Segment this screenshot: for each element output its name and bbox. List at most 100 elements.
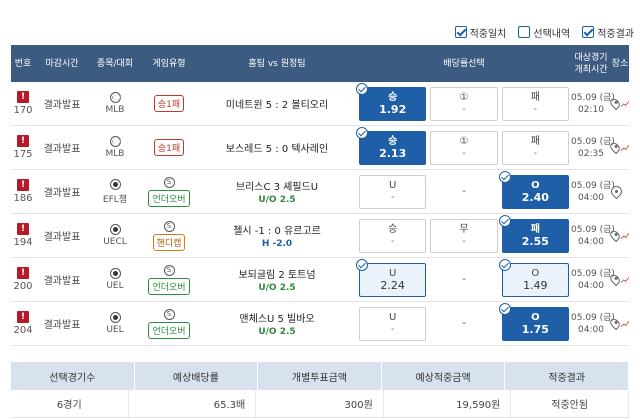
trend-chart-icon[interactable] bbox=[621, 275, 629, 285]
match-teams: 브리스C 3 셰필드U bbox=[235, 182, 319, 193]
summary-count: 6경기 bbox=[11, 390, 129, 417]
cell-odds: U - - O 1.75 bbox=[357, 302, 571, 341]
odds-button[interactable]: U- bbox=[359, 306, 427, 341]
trend-chart-icon[interactable] bbox=[621, 319, 629, 329]
odds-label: 패 bbox=[530, 135, 540, 147]
location-pin-icon[interactable] bbox=[608, 272, 622, 287]
match-time: 02:10 bbox=[578, 104, 604, 115]
cell-league: UEL bbox=[89, 268, 141, 291]
cell-league: MLB bbox=[89, 92, 141, 115]
odds-button[interactable]: O 1.49 bbox=[498, 258, 569, 297]
odds-button[interactable]: O 2.40 bbox=[498, 170, 569, 209]
league-name: UECL bbox=[103, 237, 127, 247]
odds-label: ① bbox=[459, 135, 469, 147]
summary-values: 6경기 65.3배 300원 19,590원 적중안됨 bbox=[11, 390, 629, 418]
checkbox-icon[interactable] bbox=[518, 26, 531, 38]
trend-chart-icon[interactable] bbox=[621, 231, 629, 241]
checkbox-icon[interactable] bbox=[454, 26, 467, 38]
cell-league: MLB bbox=[89, 136, 141, 159]
game-number: 175 bbox=[13, 149, 33, 160]
filter-selection[interactable]: 선택내역 bbox=[518, 25, 570, 40]
league-wrap: MLB bbox=[89, 136, 141, 159]
summary-header: 선택경기수 예상배당률 개별투표금액 예상적중금액 적중결과 bbox=[11, 362, 629, 390]
summary-header-count: 선택경기수 bbox=[11, 362, 135, 390]
filter-match[interactable]: 적중일치 bbox=[454, 25, 507, 40]
match-date: 05.09 (금) bbox=[571, 136, 615, 147]
odds-button[interactable]: 승- bbox=[359, 218, 427, 253]
odds-button[interactable]: 패- bbox=[501, 130, 569, 165]
location-pin-icon[interactable] bbox=[608, 228, 622, 243]
filter-label: 선택내역 bbox=[533, 28, 571, 40]
close-status: 결과발표 bbox=[43, 320, 81, 331]
location-pin-icon[interactable] bbox=[608, 183, 625, 200]
table-row: ! 186 결과발표 EFL챔 S 언더오버 브리스C 3 셰필드U U/O 2.5 U - - O 2… bbox=[11, 170, 629, 214]
odds-label: 패 bbox=[530, 223, 540, 235]
odds-label: 무 bbox=[459, 223, 469, 235]
checkbox-icon[interactable] bbox=[582, 26, 595, 38]
odds-label: O bbox=[531, 267, 540, 279]
odds-label: U bbox=[389, 267, 397, 279]
odds-button[interactable]: U- bbox=[359, 174, 427, 209]
alert-icon: ! bbox=[17, 223, 29, 235]
baseball-icon bbox=[109, 136, 121, 147]
cell-close: 결과발표 bbox=[35, 228, 89, 243]
cell-type: S 언더오버 bbox=[141, 264, 197, 295]
check-icon bbox=[356, 82, 368, 95]
filter-label: 적중결과 bbox=[597, 28, 634, 40]
cell-close: 결과발표 bbox=[35, 140, 89, 155]
odds-button[interactable]: ①- bbox=[430, 130, 498, 165]
check-icon bbox=[498, 170, 511, 183]
odds-button[interactable]: ①- bbox=[430, 86, 498, 121]
match-teams: 보되글림 2 토트넘 bbox=[238, 270, 316, 281]
odds-value: - bbox=[533, 147, 538, 159]
type-wrap: S 언더오버 bbox=[141, 264, 197, 295]
match-date: 05.09 (금) bbox=[571, 92, 615, 103]
location-pin-icon[interactable] bbox=[608, 316, 622, 331]
odds-button[interactable]: 패 2.55 bbox=[498, 214, 569, 253]
filter-result[interactable]: 적중결과 bbox=[582, 25, 634, 40]
summary-result: 적중안됨 bbox=[511, 390, 629, 417]
cell-no: ! 175 bbox=[11, 135, 35, 160]
type-wrap: 승1패 bbox=[141, 95, 197, 112]
odds-button[interactable]: O 1.75 bbox=[498, 302, 569, 341]
cell-time: 05.09 (금) 04:00 bbox=[571, 268, 615, 292]
header-close: 마감시간 bbox=[45, 58, 79, 69]
odds-button[interactable]: 패- bbox=[501, 86, 569, 121]
summary-header-result: 적중결과 bbox=[505, 362, 629, 390]
soccer-ball-icon bbox=[109, 224, 121, 235]
match-time: 04:00 bbox=[578, 280, 604, 291]
summary-table: 선택경기수 예상배당률 개별투표금액 예상적중금액 적중결과 6경기 65.3배… bbox=[11, 362, 629, 418]
game-type-badge: 언더오버 bbox=[148, 277, 190, 295]
cell-no: ! 200 bbox=[11, 267, 35, 292]
baseball-icon bbox=[109, 92, 121, 103]
cell-match: 미네트윈 5 : 2 볼티오리 bbox=[197, 96, 357, 111]
location-pin-icon[interactable] bbox=[608, 140, 622, 155]
filter-bar: 적중일치 선택내역 적중결과 bbox=[454, 24, 634, 40]
match-teams: 맨체스U 5 빌바오 bbox=[239, 314, 315, 325]
odds-button[interactable]: 무- bbox=[430, 218, 498, 253]
league-wrap: EFL챔 bbox=[89, 178, 141, 205]
match-date: 05.09 (금) bbox=[571, 224, 615, 235]
game-number: 186 bbox=[13, 193, 33, 204]
location-pin-icon[interactable] bbox=[608, 96, 622, 111]
odds-button[interactable]: U 2.24 bbox=[356, 258, 427, 297]
match-teams: 보스레드 5 : 0 텍사레인 bbox=[225, 144, 329, 155]
odds-button[interactable]: 승 1.92 bbox=[356, 82, 427, 121]
game-type-badge: 언더오버 bbox=[148, 189, 190, 207]
type-wrap: S 언더오버 bbox=[141, 176, 197, 207]
match-time: 02:35 bbox=[578, 148, 604, 159]
odds-button[interactable]: 승 2.13 bbox=[356, 126, 427, 165]
alert-icon: ! bbox=[17, 179, 29, 191]
trend-chart-icon[interactable] bbox=[621, 143, 629, 153]
trend-chart-icon[interactable] bbox=[621, 99, 629, 109]
odds-label: 승 bbox=[388, 135, 398, 147]
cell-match: 보스레드 5 : 0 텍사레인 bbox=[197, 140, 357, 155]
filter-label: 적중일치 bbox=[469, 28, 507, 40]
no-wrap: ! 194 bbox=[11, 223, 35, 248]
match-time: 04:00 bbox=[578, 236, 604, 247]
cell-league: UECL bbox=[89, 224, 141, 247]
no-wrap: ! 186 bbox=[11, 179, 35, 204]
league-name: EFL챔 bbox=[102, 194, 128, 205]
league-wrap: MLB bbox=[89, 92, 141, 115]
odds-button: - bbox=[430, 174, 498, 209]
